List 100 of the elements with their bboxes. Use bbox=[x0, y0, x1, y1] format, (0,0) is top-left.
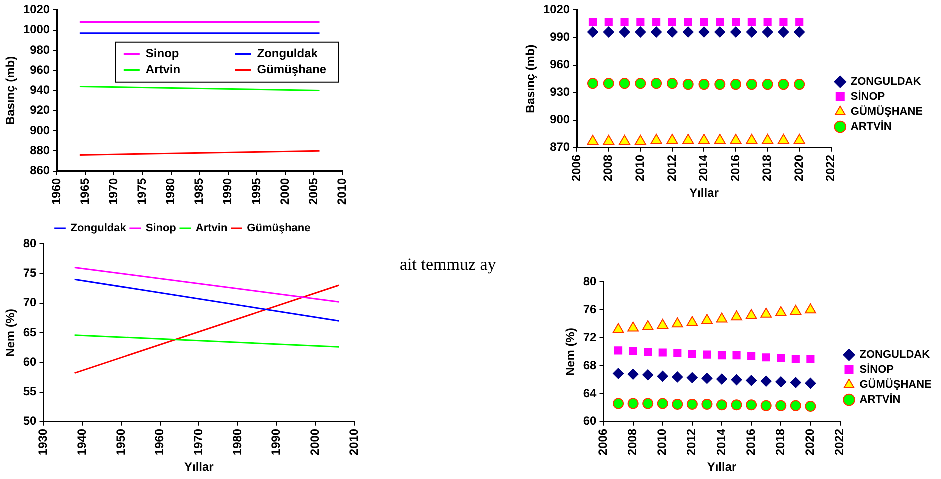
x-tick-label: 1990 bbox=[269, 428, 284, 456]
point bbox=[703, 350, 712, 359]
point bbox=[790, 305, 802, 316]
x-tick-label: 2018 bbox=[773, 428, 788, 456]
point bbox=[612, 323, 624, 334]
point bbox=[651, 78, 662, 90]
x-axis-title: Yıllar bbox=[184, 460, 214, 474]
point bbox=[628, 322, 640, 332]
point bbox=[672, 398, 684, 410]
point bbox=[776, 400, 787, 412]
point bbox=[776, 376, 787, 388]
point bbox=[764, 18, 772, 26]
point bbox=[686, 316, 698, 326]
y-tick-label: 80 bbox=[23, 236, 38, 250]
legend-label: Sinop bbox=[146, 46, 180, 61]
y-tick-label: 860 bbox=[30, 164, 50, 178]
x-tick-label: 2010 bbox=[632, 154, 647, 182]
point bbox=[790, 377, 802, 388]
point bbox=[587, 78, 598, 90]
point bbox=[686, 398, 698, 410]
point bbox=[760, 308, 772, 318]
legend-label: Gümüşhane bbox=[247, 222, 311, 235]
x-axis-title: Yıllar bbox=[707, 460, 737, 474]
y-tick-label: 880 bbox=[30, 143, 50, 158]
x-tick-label: 2010 bbox=[334, 178, 349, 206]
point bbox=[731, 310, 742, 321]
point bbox=[794, 26, 806, 38]
point bbox=[652, 18, 661, 26]
x-tick-label: 1990 bbox=[220, 178, 235, 206]
legend-label: ARTVİN bbox=[850, 120, 892, 134]
y-axis-title: Basınç (mb) bbox=[524, 44, 538, 114]
legend-label: Zonguldak bbox=[70, 222, 128, 235]
point bbox=[746, 400, 758, 411]
y-tick-label: 65 bbox=[23, 325, 38, 340]
point bbox=[716, 400, 728, 411]
point bbox=[730, 79, 742, 90]
y-axis-title: Basınç (mb) bbox=[4, 56, 18, 126]
x-axis-title: Yıllar bbox=[690, 186, 720, 200]
y-tick-label: 60 bbox=[23, 354, 38, 369]
point bbox=[651, 26, 662, 38]
x-tick-label: 1960 bbox=[49, 178, 64, 206]
x-tick-label: 2020 bbox=[803, 428, 817, 456]
x-tick-label: 1940 bbox=[74, 428, 89, 456]
point bbox=[668, 18, 676, 26]
point bbox=[635, 78, 646, 90]
point bbox=[762, 354, 770, 362]
point bbox=[636, 18, 645, 26]
point bbox=[644, 348, 652, 356]
legend-label: Zonguldak bbox=[257, 46, 318, 61]
point bbox=[642, 398, 654, 410]
point bbox=[698, 26, 710, 38]
point bbox=[730, 134, 742, 144]
point bbox=[731, 400, 742, 411]
x-tick-label: 2014 bbox=[714, 428, 728, 456]
y-tick-label: 50 bbox=[23, 414, 38, 428]
x-tick-label: 2010 bbox=[655, 428, 670, 456]
y-tick-label: 990 bbox=[550, 30, 570, 44]
x-tick-label: 2006 bbox=[569, 154, 584, 182]
point bbox=[588, 18, 598, 26]
point bbox=[716, 312, 728, 323]
point bbox=[716, 18, 724, 26]
y-tick-label: 980 bbox=[30, 42, 50, 57]
point bbox=[698, 134, 710, 144]
point bbox=[762, 26, 774, 38]
legend-label: Sinop bbox=[146, 222, 177, 235]
point bbox=[613, 398, 624, 410]
point bbox=[666, 26, 678, 38]
point bbox=[642, 320, 654, 330]
x-tick-label: 1970 bbox=[106, 178, 121, 206]
x-tick-label: 1975 bbox=[135, 178, 150, 206]
point bbox=[603, 78, 614, 90]
point bbox=[587, 134, 599, 145]
point bbox=[657, 398, 668, 410]
point bbox=[700, 18, 708, 26]
x-tick-label: 2008 bbox=[601, 154, 616, 182]
point bbox=[619, 26, 630, 38]
x-tick-label: 2014 bbox=[696, 154, 711, 182]
point bbox=[642, 370, 654, 381]
point bbox=[614, 346, 623, 355]
point bbox=[619, 134, 630, 145]
y-tick-label: 900 bbox=[550, 112, 570, 127]
point bbox=[672, 318, 684, 328]
point bbox=[760, 400, 772, 412]
y-axis-title: Nem (%) bbox=[4, 308, 18, 357]
x-tick-label: 1980 bbox=[164, 178, 178, 206]
point bbox=[718, 352, 726, 360]
point bbox=[790, 400, 802, 412]
point bbox=[730, 26, 742, 38]
point bbox=[780, 18, 788, 26]
x-tick-label: 1950 bbox=[114, 428, 128, 456]
point bbox=[778, 79, 790, 90]
y-tick-label: 900 bbox=[30, 123, 50, 138]
point bbox=[778, 134, 790, 144]
point bbox=[805, 401, 816, 412]
point bbox=[619, 78, 630, 90]
point bbox=[620, 18, 629, 26]
point bbox=[674, 349, 682, 358]
point bbox=[714, 134, 726, 144]
point bbox=[804, 304, 816, 314]
y-tick-label: 64 bbox=[583, 386, 598, 400]
